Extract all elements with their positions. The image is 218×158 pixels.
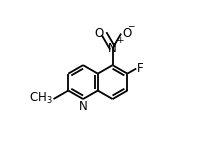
Text: N: N xyxy=(79,100,87,113)
Text: +: + xyxy=(116,36,124,45)
Text: O: O xyxy=(94,27,103,40)
Text: CH$_3$: CH$_3$ xyxy=(29,91,53,106)
Text: −: − xyxy=(126,21,134,30)
Text: N: N xyxy=(108,42,117,55)
Text: O: O xyxy=(122,27,131,40)
Text: F: F xyxy=(137,62,144,75)
